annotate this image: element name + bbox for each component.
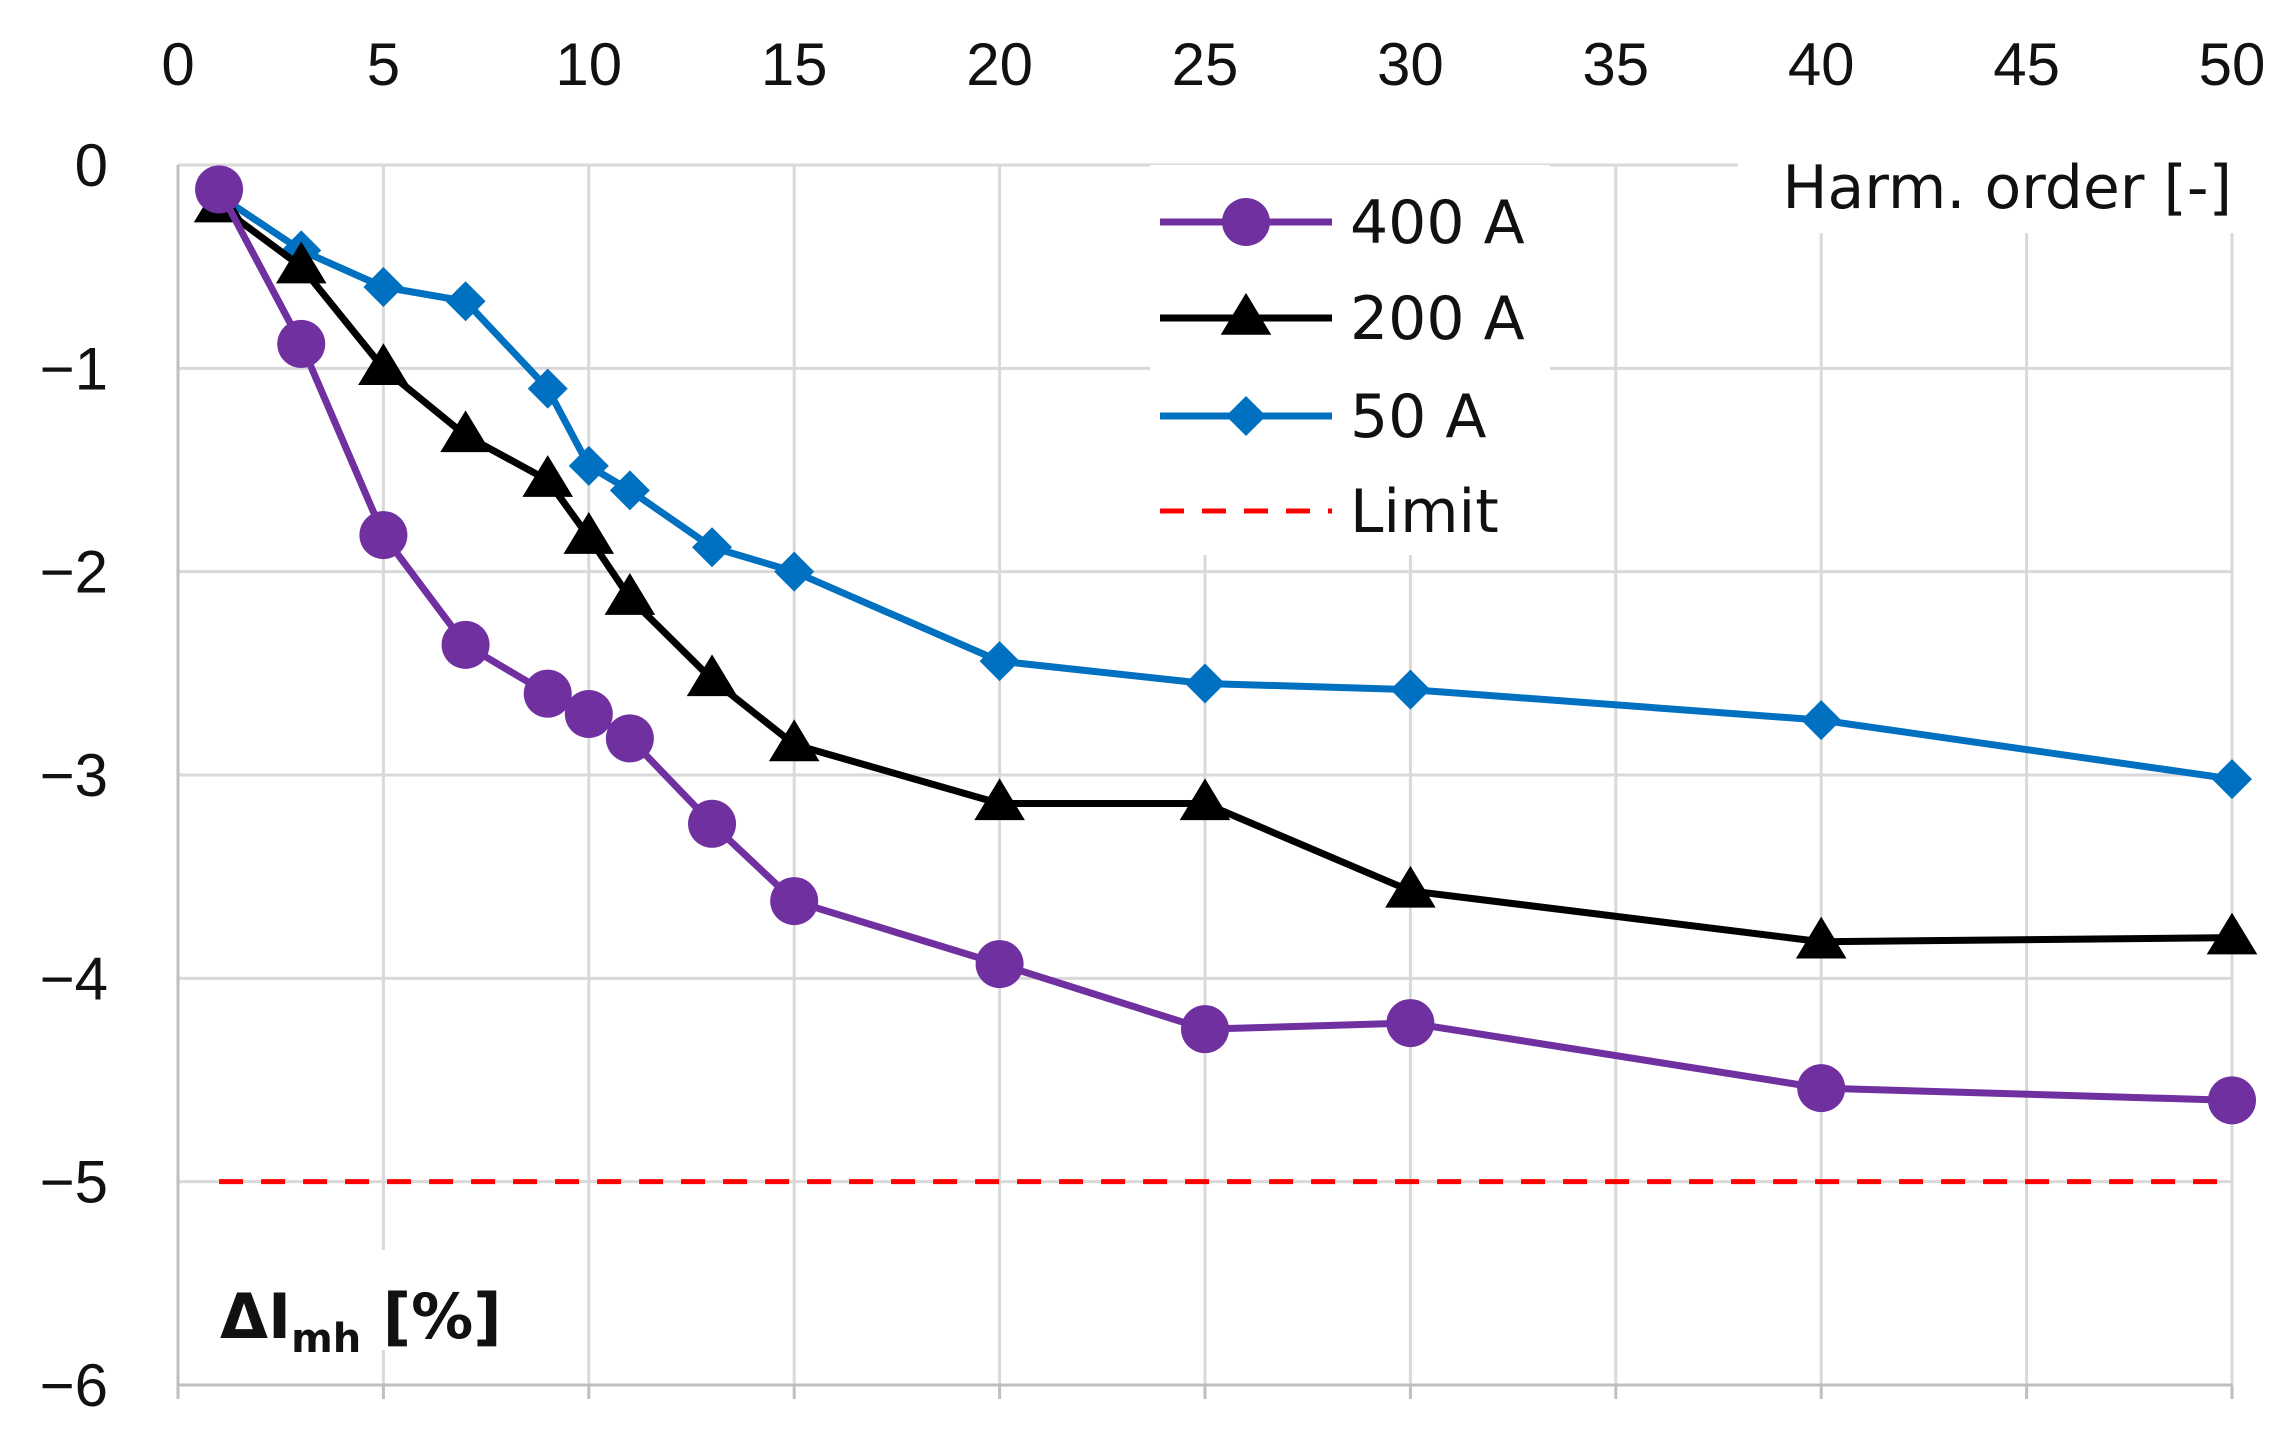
y-tick-label: −6: [40, 1352, 108, 1419]
series-marker-diamond: [1185, 663, 1225, 704]
series-marker-diamond: [692, 527, 733, 568]
series-marker-diamond: [363, 267, 404, 307]
series-marker-circle: [564, 690, 613, 738]
series-marker-diamond: [1226, 396, 1266, 436]
legend-label-limit: Limit: [1350, 477, 1499, 547]
series-marker-circle: [1386, 999, 1435, 1048]
x-tick-label: 10: [555, 31, 622, 98]
y-tick-label: −2: [40, 539, 108, 606]
series-marker-circle: [975, 940, 1024, 989]
y-tick-label: −1: [40, 335, 108, 402]
series-marker-diamond: [1390, 669, 1431, 710]
series-marker-circle: [195, 165, 244, 214]
x-tick-label: 25: [1172, 31, 1239, 98]
series-marker-circle: [441, 620, 490, 669]
legend-label-50-a: 50 A: [1350, 382, 1486, 452]
y-axis-title: ΔImh [%]: [220, 1280, 502, 1362]
series-marker-triangle: [275, 241, 327, 284]
series-marker-diamond: [2212, 759, 2252, 800]
series-marker-diamond: [1801, 700, 1842, 741]
series-marker-triangle: [768, 719, 820, 762]
series-marker-diamond: [527, 368, 568, 409]
series-marker-circle: [2208, 1076, 2256, 1125]
y-axis-title-sub: mh: [291, 1316, 361, 1362]
series-marker-circle: [523, 669, 572, 718]
x-tick-label: 35: [1582, 31, 1649, 98]
y-tick-label: −5: [40, 1149, 108, 1216]
series-marker-triangle: [604, 573, 656, 615]
series-marker-triangle: [2206, 912, 2258, 955]
legend: 400 A 200 A 50 A Limit: [1150, 165, 1550, 555]
legend-label-400-a: 400 A: [1350, 188, 1525, 258]
x-tick-label: 50: [2199, 31, 2266, 98]
series-marker-triangle: [1179, 778, 1231, 821]
series-marker-triangle: [974, 778, 1025, 821]
legend-label-200-a: 200 A: [1350, 284, 1525, 354]
x-tick-label: 5: [367, 31, 400, 98]
series-400-a: [195, 165, 2256, 1125]
y-tick-label: −4: [40, 945, 108, 1012]
series-marker-circle: [605, 714, 654, 763]
x-tick-label: 20: [966, 31, 1033, 98]
legend-background: [1150, 165, 1550, 555]
y-axis-tick-labels: 0 −1 −2 −3 −4 −5 −6: [40, 132, 108, 1419]
series-layer: [193, 165, 2258, 1125]
x-tick-label: 0: [161, 31, 194, 98]
series-marker-circle: [359, 511, 408, 560]
series-marker-triangle: [563, 512, 615, 554]
y-axis-title-unit: [%]: [361, 1280, 501, 1353]
series-marker-circle: [277, 319, 326, 368]
y-tick-label: −3: [40, 742, 108, 809]
series-marker-circle: [770, 877, 819, 926]
series-marker-diamond: [609, 470, 650, 511]
series-marker-triangle: [1795, 916, 1847, 959]
series-marker-diamond: [568, 445, 609, 486]
series-marker-triangle: [686, 654, 738, 697]
x-axis-title: Harm. order [-]: [1782, 153, 2232, 223]
y-axis-title-main: ΔI: [220, 1280, 291, 1353]
series-marker-circle: [688, 799, 737, 848]
x-tick-label: 45: [1993, 31, 2060, 98]
x-tick-label: 15: [761, 31, 828, 98]
x-tick-label: 40: [1788, 31, 1855, 98]
series-marker-triangle: [440, 410, 491, 453]
y-axis-title-bg: [205, 1250, 485, 1350]
series-marker-diamond: [979, 641, 1020, 682]
series-marker-circle: [1181, 1005, 1229, 1054]
series-marker-triangle: [358, 343, 409, 386]
series-marker-circle: [1222, 198, 1270, 246]
series-marker-circle: [1797, 1064, 1846, 1113]
series-200-a: [193, 180, 2258, 959]
series-marker-diamond: [774, 551, 815, 592]
x-tick-label: 30: [1377, 31, 1444, 98]
y-tick-label: 0: [75, 132, 108, 199]
x-axis-title-bg: [1738, 145, 2243, 233]
series-marker-triangle: [1220, 292, 1272, 335]
series-marker-diamond: [445, 281, 486, 322]
series-marker-triangle: [522, 455, 574, 497]
x-axis-tick-labels: 0 5 10 15 20 25 30 35 40 45 50: [161, 31, 2265, 98]
series-marker-triangle: [1385, 865, 1436, 908]
